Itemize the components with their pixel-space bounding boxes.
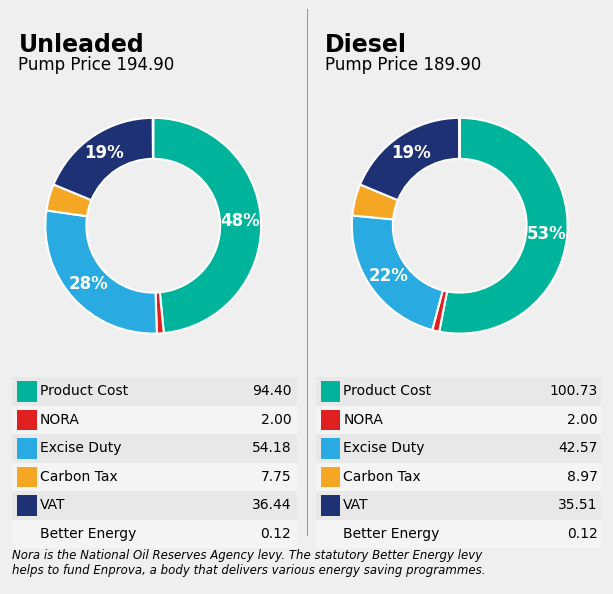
Text: 2.00: 2.00	[567, 413, 598, 427]
Text: Excise Duty: Excise Duty	[40, 441, 121, 456]
Text: Unleaded: Unleaded	[18, 33, 144, 56]
Text: VAT: VAT	[343, 498, 369, 513]
Wedge shape	[156, 292, 164, 334]
Text: Product Cost: Product Cost	[40, 384, 128, 399]
Text: 48%: 48%	[221, 213, 261, 230]
Wedge shape	[352, 185, 398, 219]
Text: 0.12: 0.12	[261, 527, 291, 541]
Text: Pump Price 194.90: Pump Price 194.90	[18, 56, 175, 74]
Wedge shape	[153, 118, 261, 333]
Text: 8.97: 8.97	[567, 470, 598, 484]
Text: 7.75: 7.75	[261, 470, 291, 484]
Text: NORA: NORA	[40, 413, 80, 427]
Text: 42.57: 42.57	[558, 441, 598, 456]
Text: Carbon Tax: Carbon Tax	[343, 470, 421, 484]
Text: Better Energy: Better Energy	[40, 527, 136, 541]
Wedge shape	[440, 118, 568, 334]
Text: 19%: 19%	[391, 144, 431, 162]
Text: Carbon Tax: Carbon Tax	[40, 470, 118, 484]
Text: Product Cost: Product Cost	[343, 384, 432, 399]
Wedge shape	[47, 185, 91, 216]
Text: Diesel: Diesel	[325, 33, 407, 56]
Text: 0.12: 0.12	[567, 527, 598, 541]
Text: 28%: 28%	[68, 275, 108, 293]
Text: Nora is the National Oil Reserves Agency levy. The statutory Better Energy levy
: Nora is the National Oil Reserves Agency…	[12, 549, 485, 577]
Wedge shape	[432, 290, 447, 331]
Text: Pump Price 189.90: Pump Price 189.90	[325, 56, 481, 74]
Text: Excise Duty: Excise Duty	[343, 441, 425, 456]
Text: 36.44: 36.44	[252, 498, 291, 513]
Text: Better Energy: Better Energy	[343, 527, 440, 541]
Text: 22%: 22%	[368, 267, 408, 285]
Wedge shape	[45, 210, 157, 334]
Text: VAT: VAT	[40, 498, 66, 513]
Text: NORA: NORA	[343, 413, 383, 427]
Text: 2.00: 2.00	[261, 413, 291, 427]
Text: 53%: 53%	[527, 225, 566, 243]
Wedge shape	[360, 118, 460, 200]
Text: 35.51: 35.51	[558, 498, 598, 513]
Text: 100.73: 100.73	[549, 384, 598, 399]
Text: 19%: 19%	[85, 144, 124, 162]
Wedge shape	[53, 118, 153, 200]
Wedge shape	[352, 216, 443, 330]
Text: 54.18: 54.18	[251, 441, 291, 456]
Text: 94.40: 94.40	[252, 384, 291, 399]
